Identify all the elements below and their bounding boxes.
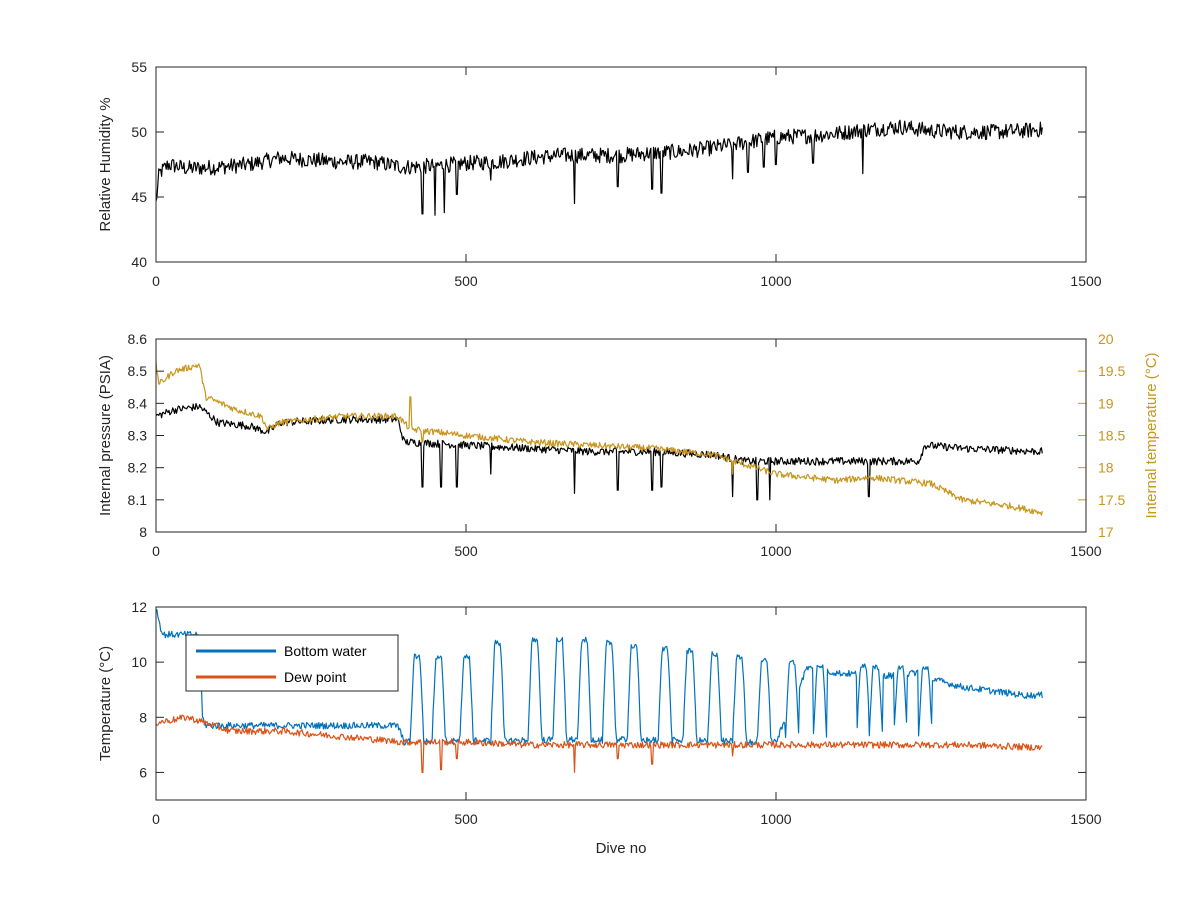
y-tick-label: 8 bbox=[139, 524, 147, 540]
x-tick-label: 500 bbox=[454, 273, 478, 289]
y-tick-label: 6 bbox=[139, 764, 147, 780]
x-axis-label: Dive no bbox=[596, 840, 647, 857]
y2-tick-label: 17 bbox=[1098, 524, 1114, 540]
y-tick-label: 10 bbox=[131, 654, 147, 670]
y-tick-label: 50 bbox=[131, 124, 147, 140]
y-tick-label: 55 bbox=[131, 59, 147, 75]
series-line-1 bbox=[156, 119, 1043, 216]
series-line-2 bbox=[156, 361, 1043, 516]
series-group bbox=[156, 609, 1043, 774]
series-group bbox=[156, 361, 1043, 516]
plot-area bbox=[155, 338, 1087, 533]
y-tick-label: 40 bbox=[131, 254, 147, 270]
series-group bbox=[156, 119, 1043, 216]
y2-tick-label: 17.5 bbox=[1098, 492, 1125, 508]
series-line-dew-point bbox=[156, 714, 1043, 774]
y2-tick-label: 18.5 bbox=[1098, 428, 1125, 444]
y-axis-label: Relative Humidity % bbox=[97, 97, 114, 231]
y-tick-label: 8.3 bbox=[128, 428, 148, 444]
y-tick-label: 45 bbox=[131, 189, 147, 205]
chart-panel-1: 0 500 1000 1500 40 45 50 55 Relative Humidity % bbox=[97, 59, 1102, 289]
x-tick-label: 1500 bbox=[1070, 273, 1101, 289]
y-tick-label: 8 bbox=[139, 709, 147, 725]
x-tick-label: 500 bbox=[454, 811, 478, 827]
chart-panel-2: 0 500 1000 1500 8 8.1 8.2 8.3 8.4 8.5 8.6 17 17.5 18 1… bbox=[97, 331, 1160, 559]
x-tick-label: 500 bbox=[454, 543, 478, 559]
x-tick-label: 0 bbox=[152, 543, 160, 559]
chart-panel-3: 0 500 1000 1500 6 8 10 12 Temperature (°C) Dive n… bbox=[97, 599, 1102, 857]
legend-entry-label: Bottom water bbox=[284, 643, 367, 659]
plot-area bbox=[155, 66, 1087, 263]
axes-frame bbox=[155, 66, 1087, 263]
y2-axis-label: Internal temperature (°C) bbox=[1143, 352, 1160, 518]
y2-tick-label: 20 bbox=[1098, 331, 1114, 347]
axes-frame bbox=[155, 606, 1087, 801]
y2-tick-label: 19.5 bbox=[1098, 363, 1125, 379]
y-tick-label: 8.5 bbox=[128, 363, 148, 379]
y2-tick-label: 18 bbox=[1098, 460, 1114, 476]
y2-tick-label: 19 bbox=[1098, 395, 1114, 411]
legend-box bbox=[185, 634, 399, 692]
y-tick-label: 8.1 bbox=[128, 492, 148, 508]
y-tick-label: 8.6 bbox=[128, 331, 148, 347]
x-tick-label: 0 bbox=[152, 811, 160, 827]
y-tick-label: 8.4 bbox=[128, 395, 148, 411]
x-tick-label: 1500 bbox=[1070, 811, 1101, 827]
legend: Bottom water Dew point bbox=[185, 634, 399, 692]
series-line-bottom-water bbox=[156, 609, 1043, 746]
x-tick-label: 1000 bbox=[760, 273, 791, 289]
axes-frame bbox=[155, 338, 1087, 533]
y-tick-label: 12 bbox=[131, 599, 147, 615]
y-tick-label: 8.2 bbox=[128, 460, 148, 476]
legend-entry-label: Dew point bbox=[284, 669, 346, 685]
y-axis-label: Temperature (°C) bbox=[97, 646, 114, 761]
x-tick-label: 1000 bbox=[760, 543, 791, 559]
x-tick-label: 1500 bbox=[1070, 543, 1101, 559]
x-tick-label: 1000 bbox=[760, 811, 791, 827]
x-tick-label: 0 bbox=[152, 273, 160, 289]
y-axis-label: Internal pressure (PSIA) bbox=[97, 355, 114, 516]
